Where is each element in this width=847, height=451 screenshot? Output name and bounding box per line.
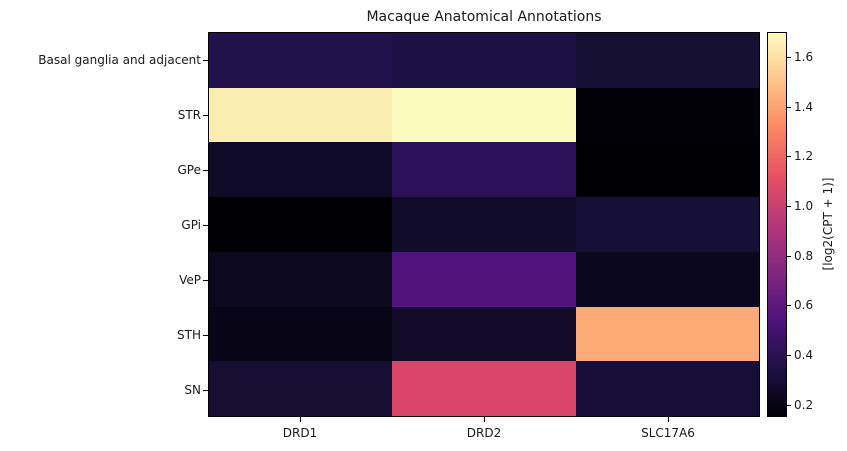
heatmap-cell xyxy=(575,306,759,362)
colorbar-tick-label: 0.2 xyxy=(794,397,814,412)
y-tick xyxy=(203,169,208,171)
y-tick-label: GPi xyxy=(181,217,201,232)
x-tick xyxy=(300,417,301,422)
y-tick-label: Basal ganglia and adjacent xyxy=(38,52,201,67)
colorbar-tick-label: 0.8 xyxy=(794,248,814,263)
x-tick-label: DRD2 xyxy=(466,426,502,440)
x-tick-label: SLC17A6 xyxy=(641,426,695,440)
colorbar-tick xyxy=(787,156,791,158)
colorbar-tick-label: 1.2 xyxy=(794,149,814,164)
colorbar-tick-label: 1.0 xyxy=(794,198,814,213)
colorbar-tick xyxy=(787,106,791,108)
colorbar-tick xyxy=(787,205,791,207)
y-tick-label: GPe xyxy=(177,162,202,177)
y-tick xyxy=(203,59,208,61)
heatmap-cell xyxy=(575,87,759,143)
x-tick xyxy=(484,417,485,422)
colorbar-tick xyxy=(787,305,791,307)
heatmap-cell xyxy=(209,251,393,307)
heatmap-cell xyxy=(209,306,393,362)
colorbar-tick-label: 0.6 xyxy=(794,298,814,313)
colorbar-tick xyxy=(787,56,791,58)
heatmap-cell xyxy=(575,142,759,198)
colorbar xyxy=(767,32,787,417)
heatmap-cell xyxy=(209,142,393,198)
y-tick xyxy=(203,114,208,116)
x-tick-label: DRD1 xyxy=(282,426,318,440)
heatmap-cell xyxy=(392,306,576,362)
heatmap-cell xyxy=(575,361,759,416)
colorbar-label: [log2(CPT + 1)] xyxy=(821,177,835,271)
heatmap-grid xyxy=(208,32,760,417)
y-tick-label: VeP xyxy=(179,272,201,287)
colorbar-tick xyxy=(787,404,791,406)
heatmap-cell xyxy=(209,33,393,88)
chart-title: Macaque Anatomical Annotations xyxy=(366,9,602,25)
heatmap-cell xyxy=(209,197,393,252)
heatmap-cell xyxy=(392,251,576,307)
colorbar-tick-label: 1.6 xyxy=(794,49,814,64)
heatmap-cell xyxy=(209,361,393,416)
y-tick xyxy=(203,279,208,281)
heatmap-cell xyxy=(392,197,576,252)
y-tick-label: STH xyxy=(177,327,201,342)
colorbar-tick-label: 0.4 xyxy=(794,347,814,362)
heatmap-cell xyxy=(575,251,759,307)
colorbar-tick-label: 1.4 xyxy=(794,99,814,114)
y-tick-label: STR xyxy=(177,107,201,122)
x-tick xyxy=(668,417,669,422)
colorbar-tick xyxy=(787,354,791,356)
y-tick xyxy=(203,334,208,336)
heatmap-cell xyxy=(392,33,576,88)
heatmap-cell xyxy=(392,87,576,143)
heatmap-cell xyxy=(575,33,759,88)
heatmap-cell xyxy=(392,142,576,198)
y-tick xyxy=(203,389,208,391)
heatmap-cell xyxy=(575,197,759,252)
colorbar-tick xyxy=(787,255,791,257)
y-tick xyxy=(203,224,208,226)
heatmap-cell xyxy=(209,87,393,143)
y-tick-label: SN xyxy=(184,382,201,397)
heatmap-cell xyxy=(392,361,576,416)
